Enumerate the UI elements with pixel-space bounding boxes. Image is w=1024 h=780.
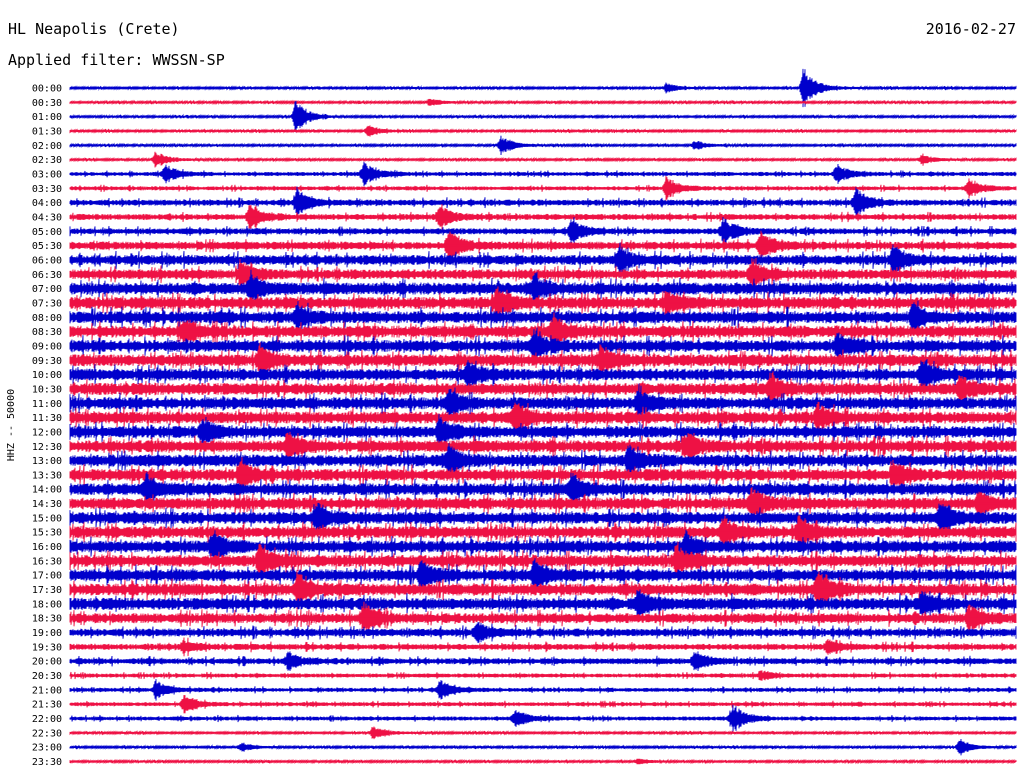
time-tick-label: 21:00 — [32, 685, 62, 696]
time-tick-label: 17:30 — [32, 585, 62, 596]
time-tick-label: 08:00 — [32, 313, 62, 324]
time-tick-label: 20:30 — [32, 671, 62, 682]
time-tick-label: 07:00 — [32, 284, 62, 295]
time-tick-label: 02:00 — [32, 141, 62, 152]
time-tick-label: 18:30 — [32, 614, 62, 625]
date-label: 2016-02-27 — [925, 20, 1016, 38]
time-tick-label: 14:00 — [32, 485, 62, 496]
time-tick-label: 16:00 — [32, 542, 62, 553]
time-tick-label: 03:00 — [32, 169, 62, 180]
station-title: HL Neapolis (Crete) — [8, 20, 180, 38]
time-tick-labels: 00:00 00:30 01:00 01:30 02:00 02:30 03:00 03:30… — [32, 84, 62, 769]
time-tick-label: 12:30 — [32, 442, 62, 453]
time-tick-label: 11:30 — [32, 413, 62, 424]
time-tick-label: 04:30 — [32, 212, 62, 223]
time-tick-label: 08:30 — [32, 327, 62, 338]
time-tick-label: 00:00 — [32, 84, 62, 95]
time-tick-label: 01:30 — [32, 126, 62, 137]
time-tick-label: 09:30 — [32, 356, 62, 367]
time-tick-label: 22:00 — [32, 714, 62, 725]
y-axis-label: HHZ -- 50000 — [6, 389, 17, 461]
time-tick-label: 13:00 — [32, 456, 62, 467]
time-tick-label: 04:00 — [32, 198, 62, 209]
time-tick-label: 18:00 — [32, 599, 62, 610]
time-tick-label: 05:00 — [32, 227, 62, 238]
time-tick-label: 06:30 — [32, 270, 62, 281]
time-tick-label: 15:00 — [32, 513, 62, 524]
time-tick-label: 19:00 — [32, 628, 62, 639]
time-tick-label: 23:00 — [32, 743, 62, 754]
time-tick-label: 06:00 — [32, 255, 62, 266]
time-tick-label: 11:00 — [32, 399, 62, 410]
time-tick-label: 20:00 — [32, 657, 62, 668]
time-tick-label: 03:30 — [32, 184, 62, 195]
time-tick-label: 23:30 — [32, 757, 62, 768]
time-tick-label: 19:30 — [32, 642, 62, 653]
time-tick-label: 00:30 — [32, 98, 62, 109]
time-tick-label: 02:30 — [32, 155, 62, 166]
trace-lines — [69, 68, 1017, 765]
time-tick-label: 13:30 — [32, 470, 62, 481]
time-tick-label: 05:30 — [32, 241, 62, 252]
time-tick-label: 10:00 — [32, 370, 62, 381]
time-tick-label: 14:30 — [32, 499, 62, 510]
time-tick-label: 17:00 — [32, 571, 62, 582]
time-tick-label: 01:00 — [32, 112, 62, 123]
time-tick-label: 22:30 — [32, 728, 62, 739]
time-tick-label: 10:30 — [32, 384, 62, 395]
time-tick-label: 15:30 — [32, 528, 62, 539]
time-tick-label: 07:30 — [32, 298, 62, 309]
filter-label: Applied filter: WWSSN-SP — [8, 51, 225, 69]
time-tick-label: 09:00 — [32, 341, 62, 352]
time-tick-label: 21:30 — [32, 700, 62, 711]
time-tick-label: 12:00 — [32, 427, 62, 438]
time-tick-label: 16:30 — [32, 556, 62, 567]
